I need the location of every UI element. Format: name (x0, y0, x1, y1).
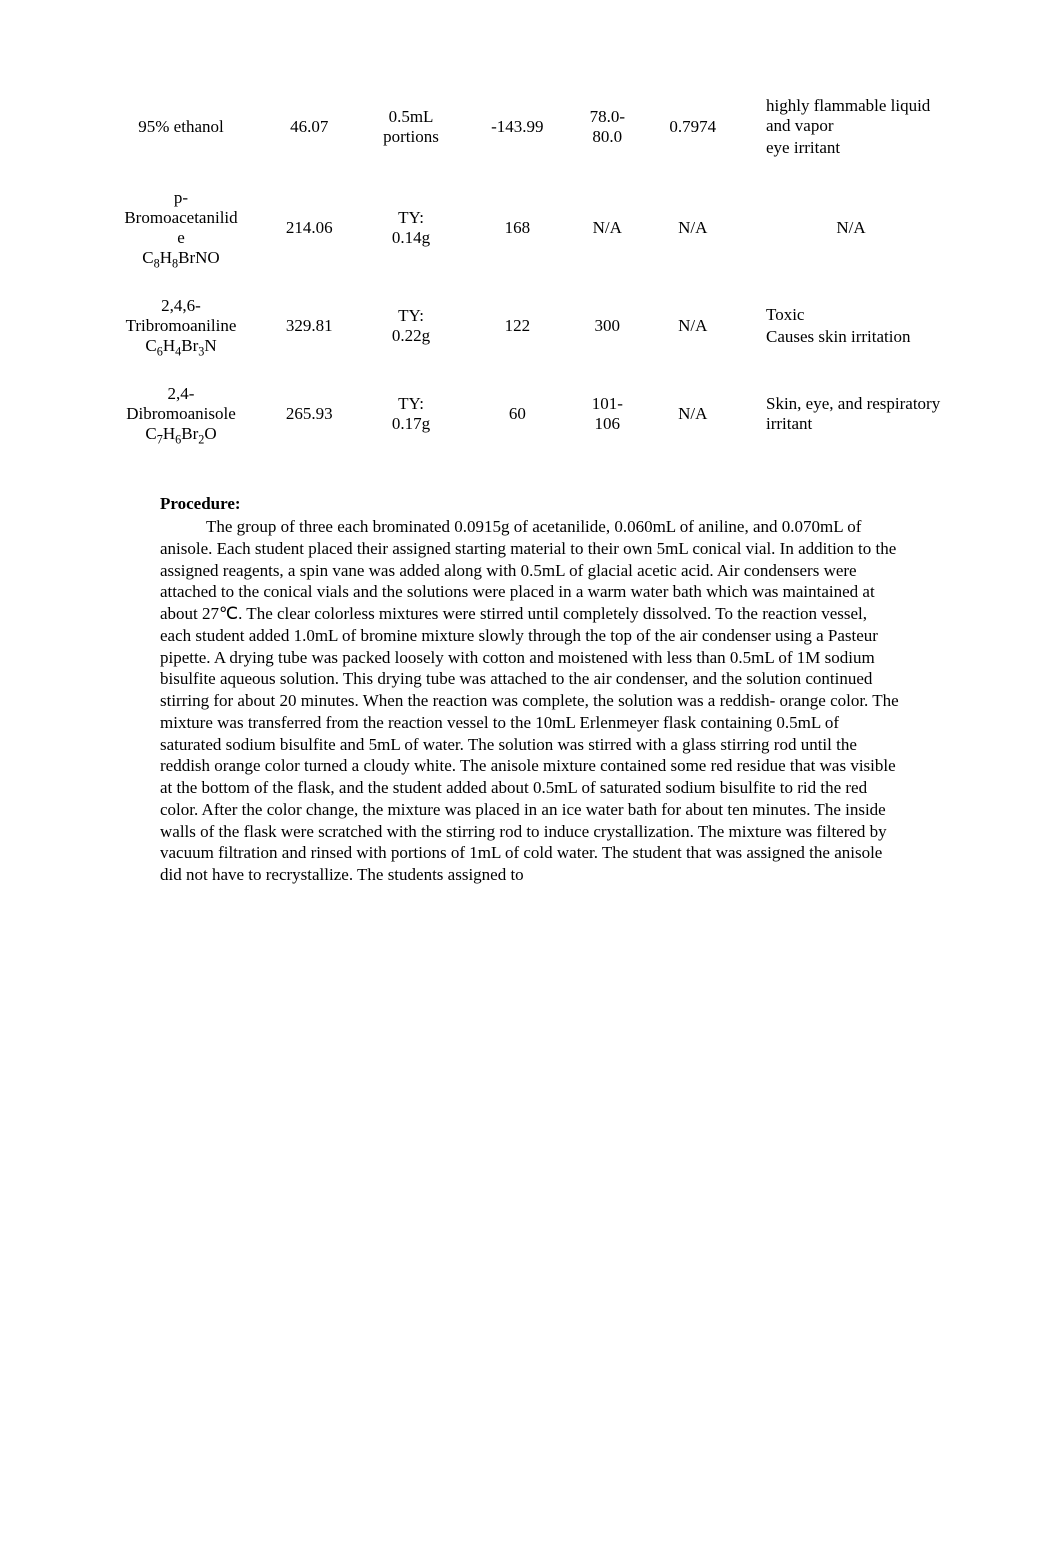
col-4: 60 (466, 370, 570, 458)
col-5: 300 (569, 282, 645, 370)
table-row: 95% ethanol46.070.5mLportions-143.9978.0… (100, 80, 962, 174)
table-row: 2,4,6-TribromoanilineC6H4Br3N329.81TY:0.… (100, 282, 962, 370)
col-6: 0.7974 (645, 80, 740, 174)
molecular-weight: 329.81 (262, 282, 357, 370)
amount: TY:0.17g (357, 370, 466, 458)
procedure-body: The group of three each brominated 0.091… (160, 516, 902, 886)
hazard-text: Causes skin irritation (766, 327, 910, 347)
molecular-weight: 265.93 (262, 370, 357, 458)
procedure-text: The group of three each brominated 0.091… (160, 517, 899, 884)
hazard-text: highly flammable liquid and vapor (766, 96, 956, 136)
compound-name: 95% ethanol (100, 80, 262, 174)
procedure-heading: Procedure: (160, 494, 962, 514)
col-5: 101-106 (569, 370, 645, 458)
hazards: ToxicCauses skin irritation (740, 282, 962, 370)
hazard-item: highly flammable liquid and vapor (746, 96, 956, 136)
hazard-text: Toxic (766, 305, 804, 325)
molecular-weight: 214.06 (262, 174, 357, 282)
amount: TY:0.14g (357, 174, 466, 282)
molecular-weight: 46.07 (262, 80, 357, 174)
hazard-item: Skin, eye, and respiratory irritant (746, 394, 956, 434)
amount: TY:0.22g (357, 282, 466, 370)
col-4: 168 (466, 174, 570, 282)
table-row: 2,4-DibromoanisoleC7H6Br2O265.93TY:0.17g… (100, 370, 962, 458)
compound-table: 95% ethanol46.070.5mLportions-143.9978.0… (100, 80, 962, 458)
col-6: N/A (645, 174, 740, 282)
hazard-text: Skin, eye, and respiratory irritant (766, 394, 956, 434)
hazard-item: eye irritant (746, 138, 956, 158)
hazards: highly flammable liquid and vaporeye irr… (740, 80, 962, 174)
col-4: 122 (466, 282, 570, 370)
hazards: Skin, eye, and respiratory irritant (740, 370, 962, 458)
col-4: -143.99 (466, 80, 570, 174)
table-row: p-BromoacetanilideC8H8BrNO214.06TY:0.14g… (100, 174, 962, 282)
hazard-item: Toxic (746, 305, 956, 325)
amount: 0.5mLportions (357, 80, 466, 174)
hazard-text: eye irritant (766, 138, 840, 158)
compound-name: 2,4,6-TribromoanilineC6H4Br3N (100, 282, 262, 370)
col-5: N/A (569, 174, 645, 282)
col-6: N/A (645, 370, 740, 458)
compound-name: 2,4-DibromoanisoleC7H6Br2O (100, 370, 262, 458)
compound-name: p-BromoacetanilideC8H8BrNO (100, 174, 262, 282)
hazards: N/A (740, 174, 962, 282)
hazard-item: Causes skin irritation (746, 327, 956, 347)
col-5: 78.0-80.0 (569, 80, 645, 174)
col-6: N/A (645, 282, 740, 370)
